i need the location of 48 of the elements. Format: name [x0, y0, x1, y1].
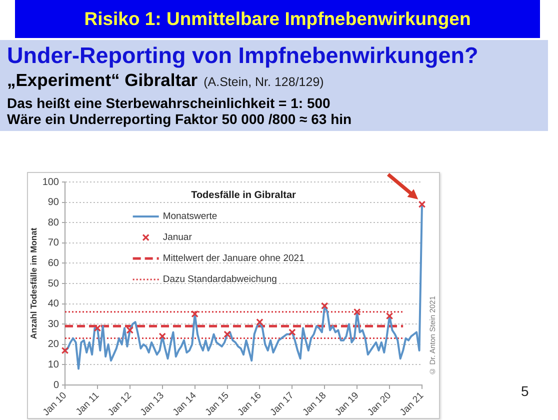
- legend-label: Monatswerte: [162, 211, 218, 222]
- point: [418, 200, 426, 208]
- y-tick-label: 100: [42, 176, 60, 188]
- y-tick-label: 10: [48, 359, 60, 370]
- x-tick-label: Jan 13: [138, 390, 166, 418]
- point: [256, 318, 264, 326]
- y-tick-label: 40: [48, 298, 60, 310]
- y-tick-label: 90: [48, 197, 60, 208]
- point: [288, 328, 296, 336]
- point: [191, 310, 198, 318]
- x-tick-label: Jan 18: [300, 390, 329, 418]
- x-tick-label: Jan 15: [203, 390, 232, 418]
- point: [224, 330, 231, 338]
- y-tick-label: 0: [53, 380, 60, 391]
- y-tick-label: 70: [48, 238, 60, 249]
- point: [158, 332, 166, 340]
- text: 5: [521, 383, 529, 399]
- y-tick-label: 80: [48, 217, 60, 228]
- text: Under-Reporting von Impfnebenwirkungen?: [7, 43, 478, 69]
- x-tick-label: Jan 20: [366, 390, 394, 418]
- legend-label: Dazu Standardabweichung: [162, 274, 277, 286]
- y-tick-label: 60: [48, 258, 60, 269]
- x-tick-label: Jan 10: [41, 390, 69, 418]
- point: [94, 324, 102, 332]
- text: Das heißt eine Sterbewahrscheinlichkeit = 1: 500: [7, 95, 330, 111]
- x-tick-label: Jan 19: [333, 390, 362, 418]
- x-tick-label: Jan 11: [74, 390, 102, 418]
- point: [353, 308, 361, 316]
- point: [386, 312, 394, 320]
- legend-label: Mittelwert der Januare ohne 2021: [162, 253, 304, 264]
- point: [321, 302, 328, 310]
- x-tick-label: Jan 12: [106, 390, 134, 418]
- x-tick-label: Jan 16: [236, 390, 264, 418]
- legend-label: Januar: [162, 232, 192, 244]
- y-axis-title: Anzahl Todesfälle im Monat: [28, 228, 38, 340]
- text: Risiko 1: Unmittelbare Impfnebenwirkungen: [84, 8, 471, 30]
- x-tick-label: Jan 21: [398, 390, 426, 418]
- point: [61, 346, 69, 354]
- text: Todesfälle in Gibraltar: [191, 190, 296, 201]
- point: [126, 326, 134, 334]
- y-tick-label: 50: [48, 278, 60, 290]
- x-tick-label: Jan 17: [268, 390, 296, 418]
- text: Wäre ein Underreporting Faktor 50 000 /800 ≈ 63 hin: [7, 111, 352, 127]
- y-tick-label: 30: [48, 318, 60, 330]
- y-tick-label: 20: [48, 339, 60, 350]
- text: (A.Stein, Nr. 128/129): [204, 75, 324, 89]
- x-tick-label: Jan 14: [170, 390, 199, 418]
- text: „Experiment“ Gibraltar: [7, 70, 198, 91]
